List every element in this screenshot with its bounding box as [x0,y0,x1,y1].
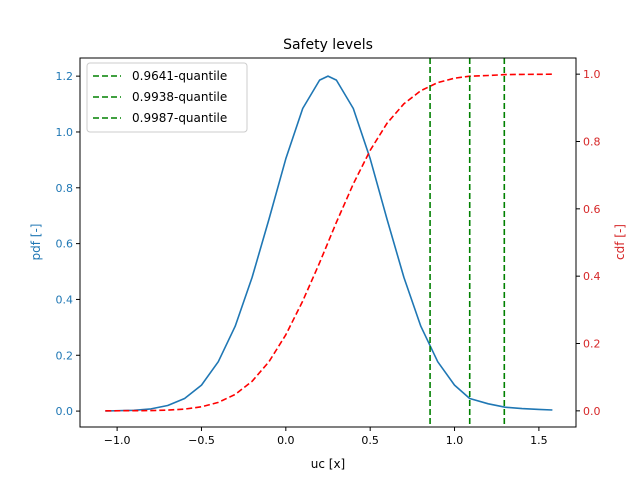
cdf-line [105,73,553,412]
legend-label: 0.9641-quantile [132,69,227,83]
x-axis-label: uc [x] [311,457,345,471]
y-left-tick-label: 0.6 [56,238,74,251]
x-tick-label: −0.5 [188,434,215,447]
y-left-tick-label: 0.2 [56,349,74,362]
y-right-tick-label: 1.0 [583,68,601,81]
y-right-tick-label: 0.4 [583,270,601,283]
legend-label: 0.9938-quantile [132,90,227,104]
y-right-tick-label: 0.6 [583,203,601,216]
plot-frame [79,57,577,428]
legend: 0.9641-quantile 0.9938-quantile 0.9987-qua… [86,62,248,133]
y-left-tick-label: 0.4 [56,293,74,306]
y-axis-left-label: pdf [-] [29,224,43,261]
x-tick-label: 1.5 [530,434,548,447]
y-left-tick-label: 0.0 [56,405,74,418]
chart-title: Safety levels [283,37,373,53]
legend-label: 0.9987-quantile [132,111,227,125]
x-tick-label: 0.5 [361,434,379,447]
y-axis-right-label: cdf [-] [613,224,627,260]
x-tick-label: −1.0 [104,434,131,447]
y-left-tick-label: 0.8 [56,182,74,195]
x-tick-label: 0.0 [277,434,295,447]
y-left-tick-label: 1.2 [56,70,74,83]
pdf-line [105,75,553,412]
y-right-tick-label: 0.8 [583,135,601,148]
y-left-tick-label: 1.0 [56,126,74,139]
y-right-tick-label: 0.2 [583,338,601,351]
y-right-tick-label: 0.0 [583,405,601,418]
legend-box [86,62,248,133]
x-tick-label: 1.0 [446,434,464,447]
